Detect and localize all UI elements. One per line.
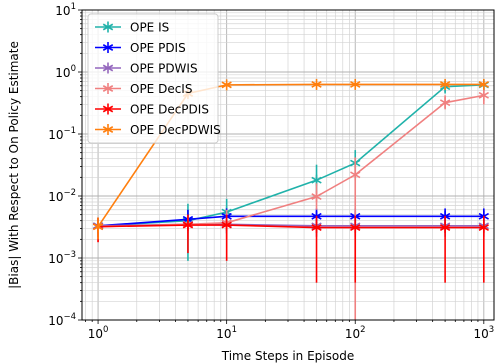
data-point	[439, 78, 451, 90]
y-tick-label: 100	[55, 64, 76, 80]
axis-ticks: 100 101 102 103 10−4 10−3 10−2 10−1 100 101	[48, 2, 494, 341]
data-point	[311, 191, 322, 203]
legend-marker	[102, 83, 114, 94]
legend-item: OPE DecIS	[95, 82, 192, 96]
data-point	[350, 78, 361, 90]
legend-item: OPE PDWIS	[95, 62, 198, 76]
y-tick-label: 10−3	[48, 250, 76, 266]
y-tick-label: 10−2	[48, 188, 76, 204]
data-point	[478, 222, 489, 234]
data-point	[350, 222, 361, 234]
data-point	[182, 219, 194, 231]
data-point	[439, 222, 451, 234]
data-point	[478, 89, 489, 101]
legend-label: OPE DecPDIS	[130, 103, 209, 117]
series-layer	[92, 78, 489, 320]
legend-label: OPE IS	[130, 21, 169, 35]
data-point	[311, 78, 322, 90]
legend-item: OPE PDIS	[95, 41, 186, 55]
series-ope-decpdis	[92, 214, 489, 283]
y-tick-label: 10−1	[48, 126, 76, 142]
legend-item: OPE DecPDIS	[95, 103, 209, 117]
x-tick-label: 102	[345, 325, 366, 341]
data-point	[92, 221, 104, 233]
legend-item: OPE DecPDWIS	[95, 123, 221, 137]
legend-marker	[102, 21, 114, 33]
data-point	[311, 222, 322, 234]
legend-item: OPE IS	[95, 21, 169, 35]
data-point	[439, 97, 451, 109]
y-tick-label: 10−4	[48, 312, 76, 328]
legend-marker	[102, 62, 114, 74]
legend-label: OPE DecIS	[130, 82, 192, 96]
legend-label: OPE PDIS	[130, 41, 186, 55]
x-axis-title: Time Steps in Episode	[221, 349, 354, 363]
legend-label: OPE DecPDWIS	[130, 123, 221, 137]
legend-label: OPE PDWIS	[130, 62, 198, 76]
data-point	[350, 169, 361, 181]
legend: OPE IS OPE PDIS OPE PDWIS OPE DecIS OPE DecP…	[87, 13, 221, 144]
data-point	[221, 79, 232, 91]
y-tick-label: 101	[55, 2, 76, 18]
x-tick-label: 103	[473, 325, 494, 341]
legend-marker	[102, 124, 114, 135]
x-tick-label: 100	[88, 325, 109, 341]
legend-marker	[102, 103, 114, 115]
legend-marker	[102, 42, 114, 53]
x-tick-label: 101	[216, 325, 237, 341]
legend-box	[87, 13, 219, 144]
data-point	[478, 78, 489, 90]
y-axis-title: |Bias| With Respect to On Policy Estimat…	[7, 41, 21, 289]
data-point	[221, 219, 232, 231]
